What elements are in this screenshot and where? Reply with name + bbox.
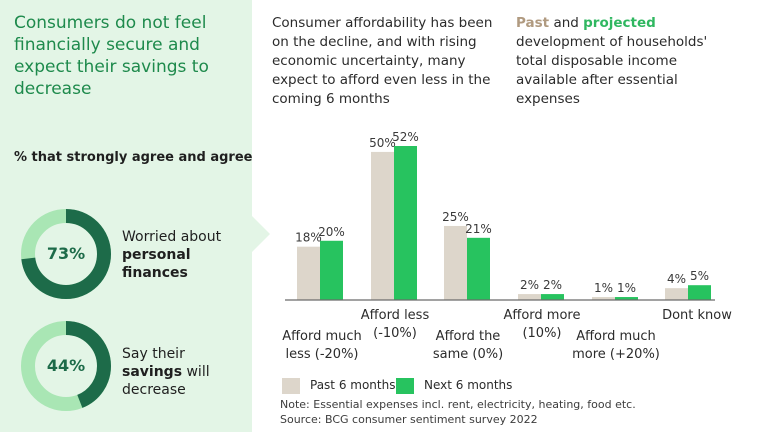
worried-donut: 73%: [20, 208, 112, 300]
x-tick-label: Afford more: [504, 308, 581, 323]
x-tick-label: same (0%): [433, 347, 503, 362]
data-label: 20%: [318, 225, 345, 239]
bar-past: [592, 297, 615, 300]
bar-next: [394, 146, 417, 300]
data-label: 52%: [392, 130, 419, 144]
savings-percent: 44%: [46, 356, 86, 375]
data-label: 2%: [520, 278, 539, 292]
data-label: 50%: [369, 136, 396, 150]
bar-next: [615, 297, 638, 300]
intro-text: Consumer affordability has been on the d…: [272, 15, 493, 107]
panel-arrow: [252, 216, 270, 252]
donut-arc: [21, 321, 111, 411]
footnote-note: Note: Essential expenses incl. rent, ele…: [280, 398, 636, 411]
x-tick-label: Afford the: [436, 329, 501, 344]
x-tick-label: (10%): [522, 326, 561, 341]
x-tick-label: less (-20%): [285, 347, 358, 362]
legend-past: Past 6 months: [282, 376, 395, 394]
bar-past: [371, 151, 394, 300]
worried-text: Worried about personal finances: [122, 228, 248, 282]
bar-next: [541, 294, 564, 300]
data-label: 5%: [690, 269, 709, 283]
footnote-source: Source: BCG consumer sentiment survey 20…: [280, 413, 538, 426]
data-label: 25%: [442, 210, 469, 224]
savings-text: Say their savings will decrease: [122, 345, 248, 399]
bar-next: [688, 285, 711, 300]
legend-next-label: Next 6 months: [424, 378, 513, 392]
data-label: 18%: [295, 231, 322, 245]
x-tick-label: more (+20%): [572, 347, 660, 362]
legend-note: Past and projected development of househ…: [516, 14, 736, 109]
data-label: 1%: [594, 281, 613, 295]
x-tick-label: Afford much: [282, 329, 362, 344]
data-label: 2%: [543, 278, 562, 292]
savings-text-post: will decrease: [122, 364, 210, 398]
bar-past: [444, 225, 467, 300]
bar-past: [297, 246, 320, 300]
bar-next: [467, 237, 490, 300]
x-tick-label: Dont know: [662, 308, 732, 323]
bar-next: [320, 240, 343, 300]
donut-arc: [21, 209, 111, 299]
worried-percent: 73%: [46, 244, 86, 263]
panel-subtitle: % that strongly agree and agree: [14, 150, 253, 165]
x-tick-label: Afford much: [576, 329, 656, 344]
legend-next-swatch: [396, 377, 414, 394]
data-label: 4%: [667, 272, 686, 286]
panel-title: Consumers do not feel financially secure…: [14, 13, 209, 99]
legend-past-label: Past 6 months: [310, 378, 396, 392]
legend-note-rest: development of households' total disposa…: [516, 34, 708, 107]
legend-note-and: and: [553, 15, 579, 31]
bar-past: [518, 294, 541, 300]
bar-past: [665, 288, 688, 300]
savings-text-pre: Say their: [122, 346, 185, 362]
x-tick-label: (-10%): [373, 326, 417, 341]
data-label: 21%: [465, 222, 492, 236]
x-tick-label: Afford less: [361, 308, 430, 323]
savings-text-bold: savings: [122, 364, 183, 380]
worried-text-bold: personal finances: [122, 247, 191, 281]
legend-next: Next 6 months: [396, 376, 512, 394]
legend-note-past: Past: [516, 15, 550, 31]
legend-past-swatch: [282, 377, 300, 394]
savings-donut-ring: [21, 321, 111, 411]
data-label: 1%: [617, 281, 636, 295]
legend-note-projected: projected: [583, 15, 656, 31]
worried-text-pre: Worried about: [122, 229, 222, 245]
worried-donut-ring: [21, 209, 111, 299]
savings-donut: 44%: [20, 320, 112, 412]
